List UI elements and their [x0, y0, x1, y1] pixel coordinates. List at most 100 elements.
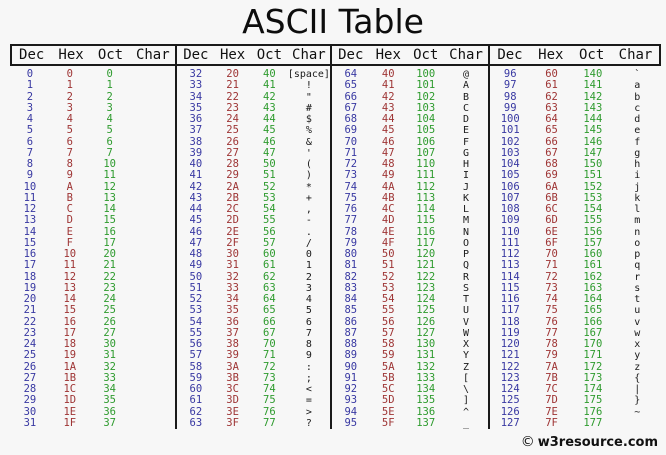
cell-oct: 26 [103, 315, 116, 328]
table-row: 122 7A 172 z [490, 360, 661, 373]
cell-dec: 79 [344, 236, 358, 249]
cell-hex: 2D [226, 214, 239, 227]
cell-char: ! [305, 80, 312, 92]
cell-oct: 146 [583, 135, 603, 148]
table-row: 82 52 122 R [332, 270, 488, 283]
cell-hex: B [66, 191, 73, 204]
cell-oct: 103 [416, 101, 436, 114]
table-row: 2 2 2 [10, 91, 175, 103]
cell-hex: 77 [545, 326, 558, 339]
cell-hex: 2C [226, 203, 239, 215]
cell-char: ] [463, 395, 470, 407]
cell-oct: 115 [416, 214, 436, 227]
cell-dec: 16 [23, 248, 37, 260]
cell-dec: 99 [503, 101, 517, 114]
cell-char: 1 [305, 260, 312, 272]
cell-hex: 5F [381, 416, 395, 429]
table-row: 101 65 145 e [490, 124, 661, 137]
cell-dec: 89 [344, 349, 358, 362]
cell-dec: 56 [189, 338, 203, 350]
cell-hex: 5D [381, 394, 395, 407]
cell-char: I [463, 170, 470, 182]
cell-char: H [463, 159, 470, 170]
cell-oct: 106 [416, 135, 436, 148]
table-row: 61 3D 75 = [177, 394, 330, 406]
cell-oct: 120 [416, 248, 436, 260]
cell-char: e [634, 125, 641, 137]
cell-char: o [634, 237, 641, 249]
cell-char: Q [463, 260, 470, 272]
cell-dec: 125 [500, 394, 520, 407]
cell-hex: 49 [381, 169, 395, 182]
column-header-oct: Oct [256, 47, 283, 63]
cell-hex: 50 [381, 248, 395, 260]
cell-char: . [305, 226, 312, 238]
cell-dec: 101 [500, 124, 520, 137]
cell-oct: 24 [103, 293, 116, 305]
cell-dec: 120 [500, 338, 520, 350]
cell-hex: 47 [381, 146, 395, 159]
cell-oct: 53 [263, 191, 276, 204]
cell-oct: 62 [263, 270, 276, 283]
cell-hex: 43 [381, 101, 395, 114]
table-row: 56 38 70 8 [177, 338, 330, 350]
cell-char [130, 272, 176, 283]
cell-oct: 17 [103, 236, 116, 249]
cell-dec: 45 [189, 214, 203, 227]
cell-oct: 13 [103, 191, 116, 204]
cell-dec: 82 [344, 270, 358, 283]
cell-hex: 65 [545, 124, 558, 137]
cell-oct: 34 [103, 383, 116, 395]
cell-hex: 6B [545, 191, 558, 204]
cell-char: , [305, 204, 312, 215]
table-row: 38 26 46 & [177, 136, 330, 148]
cell-char: : [305, 361, 312, 373]
cell-char: V [463, 316, 470, 328]
cell-char [130, 204, 176, 215]
column-header-dec: Dec [183, 47, 209, 63]
cell-dec: 4 [26, 113, 34, 125]
cell-char: j [634, 181, 641, 193]
cell-hex: 9 [66, 169, 73, 182]
cell-dec: 127 [500, 416, 520, 429]
cell-char: v [634, 316, 641, 328]
cell-char: z [634, 361, 641, 373]
table-row: 102 66 146 f [490, 135, 661, 148]
cell-dec: 83 [344, 281, 358, 294]
table-row: 33 21 41! [177, 79, 330, 92]
cell-char [613, 418, 661, 429]
cell-char: \ [463, 384, 470, 395]
cell-char [130, 395, 176, 406]
cell-char: ' [305, 147, 312, 159]
table-row: 119 77 167 w [490, 326, 661, 339]
cell-hex: 54 [381, 293, 395, 305]
cell-hex: 3F [226, 416, 239, 429]
table-row: 63 3F 77? [177, 416, 330, 429]
cell-dec: 96 [503, 68, 517, 80]
cell-dec: 59 [189, 371, 203, 384]
cell-char: w [634, 327, 641, 339]
cell-oct: 40 [263, 68, 276, 80]
table-row: 30 1E 36 [10, 406, 175, 418]
cell-oct: 52 [263, 180, 276, 193]
table-row: 40 28 50 ( [177, 158, 330, 170]
cell-dec: 115 [500, 281, 520, 294]
cell-char: N [463, 226, 470, 238]
cell-oct: 6 [106, 135, 113, 148]
cell-hex: 3E [226, 405, 239, 418]
cell-char [130, 317, 176, 328]
cell-oct: 172 [583, 360, 603, 373]
cell-hex: 73 [545, 281, 558, 294]
cell-char [130, 80, 176, 91]
cell-hex: 41 [381, 79, 395, 92]
column-header-oct: Oct [578, 47, 605, 63]
cell-oct: 144 [583, 113, 603, 125]
cell-oct: 113 [416, 191, 436, 204]
cell-hex: 1F [63, 416, 77, 429]
table-row: 54 36 66 6 [177, 316, 330, 328]
cell-dec: 126 [500, 405, 520, 418]
table-row: 98 62 142 b [490, 91, 661, 103]
cell-dec: 31 [23, 416, 37, 429]
cell-oct: 54 [263, 203, 276, 215]
cell-dec: 64 [344, 68, 358, 80]
